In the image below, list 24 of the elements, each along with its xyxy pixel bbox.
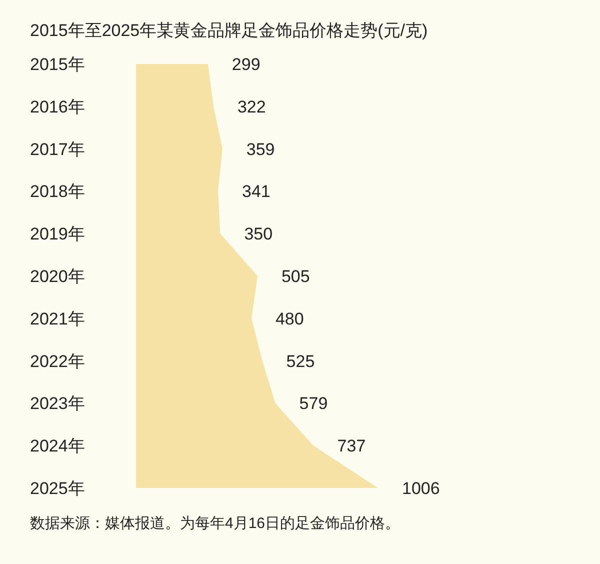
- data-label: 1006: [402, 479, 440, 498]
- data-label: 341: [242, 182, 270, 202]
- data-label: 350: [244, 224, 273, 244]
- y-tick-label: 2015年: [30, 55, 85, 74]
- source-note: 数据来源：媒体报道。为每年4月16日的足金饰品价格。: [30, 515, 400, 532]
- data-label: 505: [281, 267, 310, 286]
- y-tick-label: 2024年: [30, 436, 85, 456]
- data-label: 322: [237, 97, 266, 116]
- data-label: 737: [337, 436, 366, 456]
- chart-title: 2015年至2025年某黄金品牌足金饰品价格走势(元/克): [30, 21, 428, 40]
- y-tick-label: 2019年: [30, 224, 85, 244]
- y-tick-label: 2020年: [30, 267, 85, 286]
- y-tick-label: 2018年: [30, 182, 85, 202]
- data-label: 359: [246, 140, 275, 159]
- data-label: 299: [232, 55, 260, 74]
- data-label: 525: [286, 352, 315, 371]
- y-tick-label: 2017年: [30, 140, 85, 159]
- y-tick-label: 2022年: [30, 352, 85, 371]
- y-tick-label: 2023年: [30, 394, 85, 414]
- data-label: 579: [299, 394, 328, 414]
- y-tick-label: 2025年: [30, 479, 85, 498]
- y-tick-label: 2021年: [30, 309, 85, 328]
- y-tick-label: 2016年: [30, 97, 85, 116]
- data-label: 480: [275, 309, 304, 328]
